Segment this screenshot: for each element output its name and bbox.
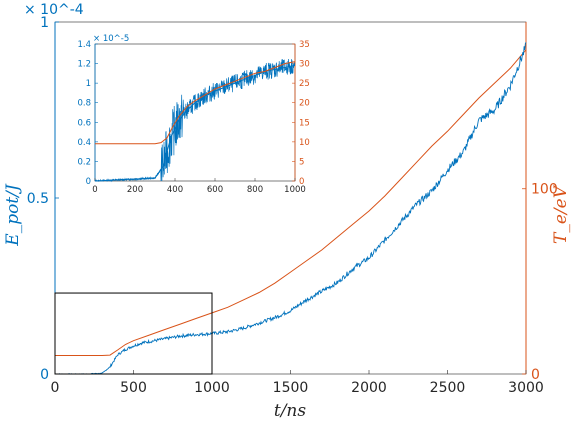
main-x-tick-label: 2500 — [430, 380, 466, 396]
inset-x-tick-label: 600 — [207, 185, 223, 195]
y2-axis-label: T_e/eV — [551, 184, 571, 244]
inset-x-ticks: 0 200 400 600 800 1000 — [92, 178, 306, 195]
inset-y1-tick-label: 0.2 — [77, 157, 91, 167]
inset-highlight-box — [54, 292, 213, 375]
main-y1-tick-label: 1 — [40, 15, 49, 31]
main-x-tick-label: 1000 — [194, 380, 230, 396]
inset-y1-tick-label: 1.2 — [77, 60, 91, 70]
inset-y1-tick-label: 0.8 — [77, 99, 91, 109]
inset-y2-tick-label: 10 — [299, 138, 310, 148]
inset-y2-tick-label: 0 — [299, 177, 304, 187]
main-x-tick-label: 1500 — [273, 380, 309, 396]
inset-y2-tick-label: 5 — [299, 157, 304, 167]
inset-y2-ticks: 0 5 10 15 20 25 30 35 — [292, 40, 310, 187]
inset-y2-tick-label: 15 — [299, 118, 310, 128]
main-y2-tick-label: 100 — [531, 182, 558, 198]
main-te-line — [55, 49, 527, 356]
inset-y2-tick-label: 25 — [299, 79, 310, 89]
inset-axes: 0 200 400 600 800 1000 00.20.40.60.811.21.4 0… — [77, 34, 309, 195]
main-y2-tick-label: 0 — [531, 367, 540, 383]
inset-x-tick-label: 0 — [92, 185, 97, 195]
inset-y1-tick-label: 1.4 — [77, 40, 91, 50]
main-y2-ticks: 0 100 — [522, 182, 558, 383]
main-x-tick-label: 2000 — [351, 380, 387, 396]
inset-y2-tick-label: 30 — [299, 60, 310, 70]
main-y1-tick-label: 0 — [40, 367, 49, 383]
main-x-tick-label: 500 — [120, 380, 147, 396]
inset-y1-tick-label: 0.6 — [77, 118, 91, 128]
y1-axis-label: E_pot/J — [3, 183, 23, 247]
inset-x-tick-label: 800 — [247, 185, 263, 195]
inset-y2-tick-label: 20 — [299, 99, 310, 109]
inset-plot-frame — [94, 43, 296, 182]
main-x-tick-label: 3000 — [508, 380, 544, 396]
inset-y2-tick-label: 35 — [299, 40, 310, 50]
inset-x-tick-label: 200 — [127, 185, 143, 195]
main-x-tick-label: 0 — [51, 380, 60, 396]
x-axis-label: t/ns — [274, 401, 307, 421]
main-epot-line — [55, 42, 527, 375]
main-y1-tick-label: 0.5 — [27, 191, 49, 207]
main-y1-exponent: × 10^-4 — [24, 2, 84, 18]
inset-x-tick-label: 1000 — [284, 185, 306, 195]
inset-y1-tick-label: 1 — [86, 79, 91, 89]
main-x-ticks: 0 500 1000 1500 2000 2500 3000 — [51, 370, 544, 396]
inset-y1-exponent: × 10^-5 — [93, 34, 129, 44]
main-y1-ticks: 00.51 — [27, 15, 59, 383]
inset-te-line — [95, 61, 296, 145]
inset-y1-tick-label: 0 — [86, 177, 91, 187]
inset-y1-ticks: 0 0.2 0.4 0.6 0.8 1 1.2 1.4 — [77, 40, 98, 187]
inset-y1-tick-label: 0.4 — [77, 138, 91, 148]
inset-x-tick-label: 400 — [167, 185, 183, 195]
